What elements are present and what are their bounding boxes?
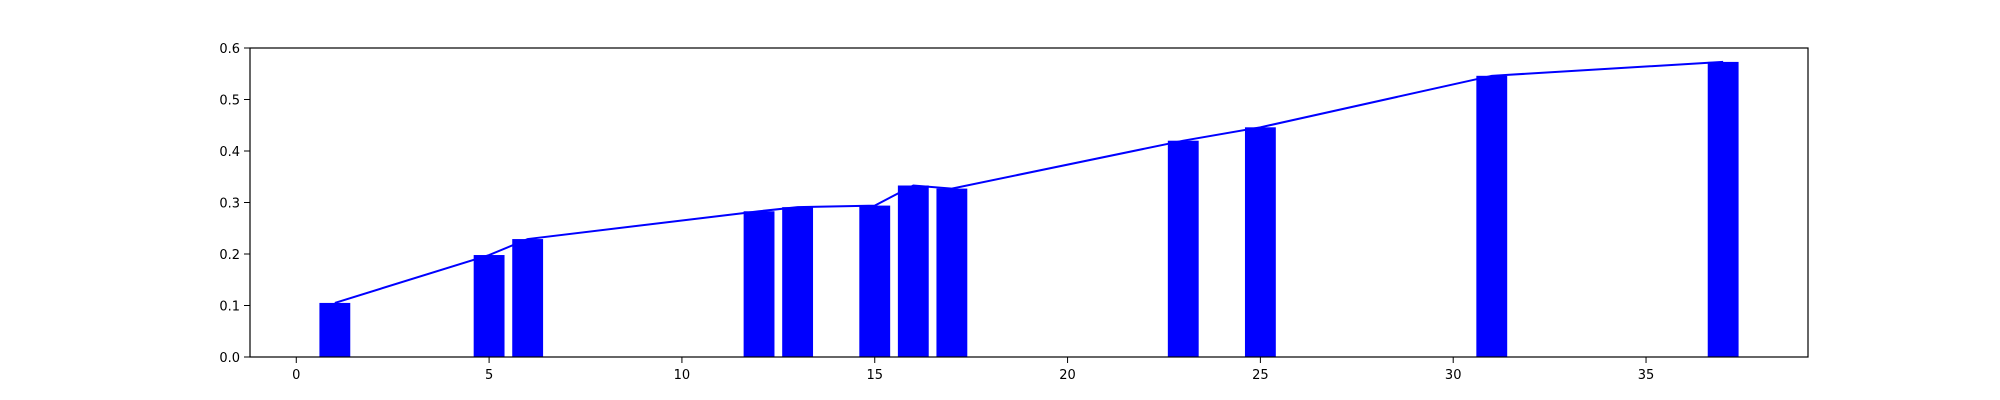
- bar: [473, 255, 505, 357]
- x-tick-label: 30: [1445, 368, 1462, 383]
- x-tick-label: 15: [866, 368, 883, 383]
- bar: [936, 188, 968, 357]
- x-axis: 0 5 10 15 20 25 30 35: [292, 357, 1654, 383]
- bar: [319, 302, 351, 357]
- bar: [782, 207, 814, 357]
- bar: [743, 211, 775, 357]
- bar: [512, 239, 544, 357]
- bar: [1476, 75, 1508, 357]
- y-tick-label: 0.3: [219, 197, 240, 212]
- bar: [859, 205, 891, 357]
- y-axis: 0.0 0.1 0.2 0.3 0.4 0.5 0.6: [219, 42, 250, 366]
- y-tick-label: 0.5: [219, 94, 240, 109]
- x-tick-label: 5: [485, 368, 493, 383]
- bar-series: [319, 61, 1739, 357]
- bar: [897, 185, 929, 357]
- y-tick-label: 0.6: [219, 42, 240, 57]
- bar: [1244, 127, 1276, 357]
- y-tick-label: 0.1: [219, 300, 240, 315]
- x-tick-label: 0: [292, 368, 300, 383]
- y-tick-label: 0.4: [219, 145, 240, 160]
- x-tick-label: 20: [1059, 368, 1076, 383]
- bar: [1167, 140, 1199, 357]
- x-tick-label: 10: [674, 368, 691, 383]
- x-tick-label: 35: [1638, 368, 1655, 383]
- bar: [1707, 61, 1739, 357]
- y-tick-label: 0.2: [219, 248, 240, 263]
- trend-line: [334, 60, 1724, 304]
- x-tick-label: 25: [1252, 368, 1269, 383]
- y-tick-label: 0.0: [219, 351, 240, 366]
